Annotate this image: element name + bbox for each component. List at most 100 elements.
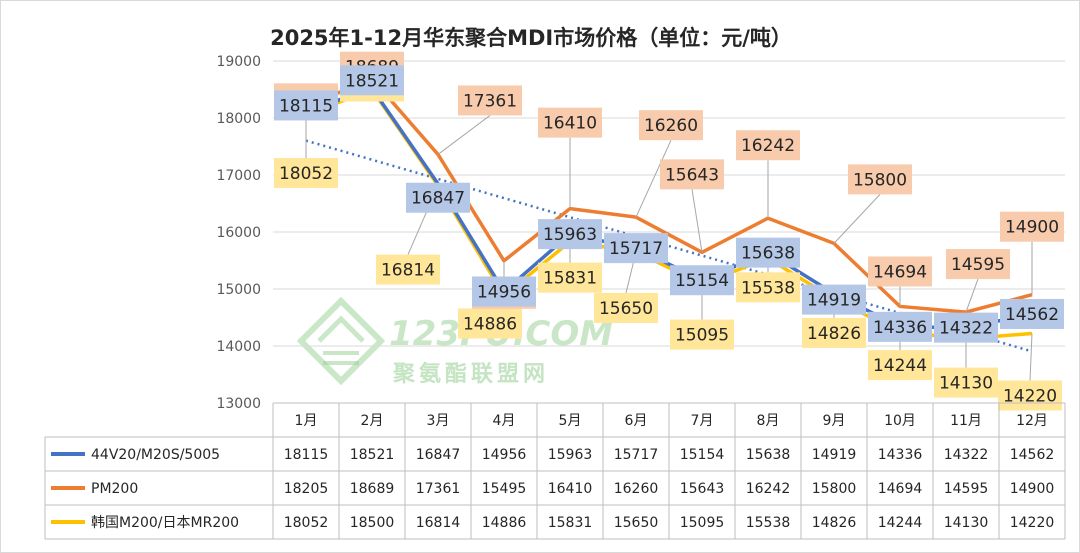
data-label: 16847 <box>411 189 465 209</box>
x-tick-label: 5月 <box>559 413 582 429</box>
data-label: 15831 <box>543 269 597 289</box>
data-label-box <box>538 219 602 250</box>
table-cell: 15717 <box>614 447 659 463</box>
table-cell: 18052 <box>284 515 329 531</box>
table-cell: 16242 <box>746 481 791 497</box>
data-label-box <box>934 312 998 343</box>
data-table: 1月 2月 3月 4月 5月 6月 7月 8月 9月 10月 11月 12月 44V20/M20S/50… <box>44 402 1066 540</box>
data-label-box <box>604 233 668 264</box>
data-label: 16242 <box>741 136 795 156</box>
table-cell: 16814 <box>416 515 461 531</box>
data-label: 14919 <box>807 291 861 311</box>
data-label: 14956 <box>477 283 531 303</box>
legend-entry: 韩国M200/日本MR200 <box>91 515 239 531</box>
data-label-box <box>472 276 536 307</box>
legend-entry: 44V20/M20S/5005 <box>91 447 220 463</box>
data-label-box <box>594 292 658 323</box>
leader-line <box>437 115 491 155</box>
table-cell: 14336 <box>878 447 923 463</box>
data-label-box <box>660 159 724 190</box>
leader-line <box>1029 333 1033 381</box>
data-label-box <box>736 272 800 303</box>
data-label-box <box>538 107 602 138</box>
table-cell: 14130 <box>944 515 989 531</box>
table-cell: 14826 <box>812 515 857 531</box>
y-tick-label: 15000 <box>216 282 261 298</box>
y-axis: 13000 14000 15000 16000 17000 18000 19000 <box>216 54 261 412</box>
table-cell: 15643 <box>680 481 725 497</box>
data-label: 15643 <box>665 165 719 185</box>
table-cell: 15831 <box>548 515 593 531</box>
data-label-box <box>670 319 734 350</box>
data-label-box <box>946 249 1010 280</box>
data-label: 14900 <box>1005 218 1059 238</box>
table-cell: 18521 <box>350 447 395 463</box>
series-line-1 <box>305 76 1033 314</box>
y-tick-label: 14000 <box>216 339 261 355</box>
data-label-box <box>340 65 404 96</box>
data-label-box <box>670 265 734 296</box>
leader-line <box>635 139 672 218</box>
x-tick-label: 1月 <box>295 413 318 429</box>
x-tick-label: 2月 <box>361 413 384 429</box>
table-cell: 15638 <box>746 447 791 463</box>
data-label: 15650 <box>599 299 653 319</box>
table-cell: 16260 <box>614 481 659 497</box>
data-label: 15717 <box>609 239 663 259</box>
data-label: 14336 <box>873 318 927 338</box>
data-label: 14595 <box>951 255 1005 275</box>
data-label: 14826 <box>807 324 861 344</box>
table-cell: 17361 <box>416 481 461 497</box>
data-label-box <box>639 110 703 141</box>
table-cell: 18115 <box>284 447 329 463</box>
data-labels: 1805218500168141488615831156501509515538… <box>274 51 1064 411</box>
leader-line <box>965 278 979 313</box>
table-cell: 15095 <box>680 515 725 531</box>
data-label-box <box>376 254 440 285</box>
table-cell: 14900 <box>1010 481 1055 497</box>
data-label-box <box>458 85 522 116</box>
table-cell: 14220 <box>1010 515 1055 531</box>
legend-entry: PM200 <box>91 481 138 497</box>
y-tick-label: 17000 <box>216 168 261 184</box>
data-label-box <box>736 237 800 268</box>
table-cell: 15154 <box>680 447 725 463</box>
table-cell: 14244 <box>878 515 923 531</box>
data-label: 15638 <box>741 244 795 264</box>
leader-line <box>691 189 703 253</box>
table-cell: 14562 <box>1010 447 1055 463</box>
data-label: 15154 <box>675 271 729 291</box>
table-cell: 16410 <box>548 481 593 497</box>
data-label: 14562 <box>1005 305 1059 325</box>
table-cell: 16847 <box>416 447 461 463</box>
data-label-box <box>736 130 800 161</box>
y-tick-label: 13000 <box>216 396 261 412</box>
data-label-box <box>848 164 912 195</box>
data-label-box <box>458 308 522 339</box>
data-label-box <box>274 158 338 189</box>
x-tick-label: 6月 <box>625 413 648 429</box>
data-label: 18521 <box>345 71 399 91</box>
data-label: 15538 <box>741 278 795 298</box>
data-label: 15963 <box>543 225 597 245</box>
watermark-text-cn: 聚氨酯联盟网 <box>392 361 549 387</box>
data-label-box <box>1000 298 1064 329</box>
data-label-box <box>538 262 602 293</box>
y-tick-label: 16000 <box>216 225 261 241</box>
data-label: 14220 <box>1003 386 1057 406</box>
data-label-box <box>868 311 932 342</box>
data-label: 15800 <box>853 170 907 190</box>
x-tick-label: 7月 <box>691 413 714 429</box>
table-cell: 15800 <box>812 481 857 497</box>
leader-line <box>833 194 881 244</box>
x-tick-label: 3月 <box>427 413 450 429</box>
table-cell: 14595 <box>944 481 989 497</box>
data-label-box <box>1000 211 1064 242</box>
table-cell: 14956 <box>482 447 527 463</box>
data-label: 18115 <box>279 96 333 116</box>
x-tick-label: 8月 <box>757 413 780 429</box>
data-label: 16410 <box>543 114 597 134</box>
x-tick-label: 9月 <box>823 413 846 429</box>
